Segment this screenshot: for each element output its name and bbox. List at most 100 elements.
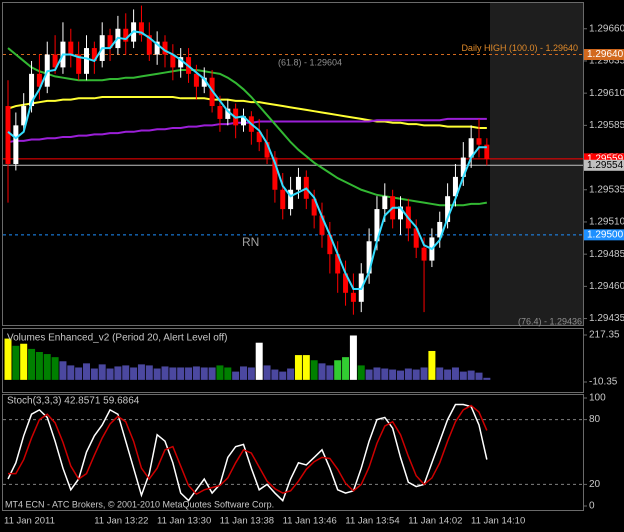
volume-bar: [444, 369, 452, 380]
volume-bar: [404, 368, 412, 380]
y-tick-label: 1.29635: [589, 56, 624, 67]
volume-bar: [185, 367, 193, 380]
candle-body: [241, 116, 246, 126]
level-label: 1.29640: [587, 49, 624, 60]
y-tick-label: 1.29535: [589, 184, 624, 195]
candle-body: [398, 206, 403, 220]
volume-bar: [412, 369, 420, 380]
volume-bar: [342, 357, 350, 380]
candle-body: [13, 125, 19, 164]
candle-body: [343, 273, 349, 293]
volume-bar: [255, 342, 263, 380]
y-tick-label: 20: [589, 479, 601, 490]
candle-body: [476, 138, 482, 145]
x-tick-label: 11 Jan 14:10: [471, 516, 525, 527]
candle-body: [52, 54, 58, 68]
level-box: [584, 229, 624, 241]
candle-body: [452, 176, 458, 197]
y-tick-label: 1.29485: [589, 249, 624, 260]
candle-body: [193, 73, 199, 87]
volume-bar: [153, 368, 161, 380]
volume-bar: [114, 366, 122, 380]
volume-bar: [35, 351, 43, 380]
candle-body: [29, 73, 35, 107]
candle-body: [327, 234, 333, 255]
y-tick-label: 1.29460: [589, 281, 624, 292]
volume-bar: [302, 355, 310, 380]
candle-body: [146, 35, 152, 55]
candle-body: [468, 138, 474, 158]
x-tick-label: 11 Jan 13:46: [283, 516, 337, 527]
candle-body: [382, 196, 388, 210]
pane-title: Volumes Enhanced_v2 (Period 20, Alert Le…: [7, 333, 228, 344]
candle-body: [123, 28, 129, 42]
x-tick-label: 11 Jan 13:22: [94, 516, 148, 527]
volume-bar: [263, 365, 271, 380]
main-frame: [2, 2, 584, 326]
candle-body: [311, 198, 317, 216]
level-label: 1.29559: [587, 153, 624, 164]
volume-bar: [4, 338, 12, 380]
candle-body: [319, 215, 325, 235]
candle-body: [107, 35, 113, 49]
volume-bar: [122, 365, 130, 380]
candle-body: [178, 57, 184, 68]
volume-bar: [145, 365, 153, 380]
candle-body: [272, 157, 278, 190]
x-tick-label: 11 Jan 13:38: [220, 516, 274, 527]
volume-bar: [83, 363, 90, 380]
candle-body: [484, 144, 490, 159]
level-label: 1.29500: [587, 229, 624, 240]
shift-area: [490, 3, 583, 325]
volume-bar: [381, 368, 389, 380]
candle-body: [84, 48, 89, 74]
candle-body: [374, 209, 380, 242]
volume-bar: [232, 371, 240, 380]
volume-bar: [365, 369, 373, 380]
y-tick-label: 217.35: [589, 330, 620, 341]
y-tick-label: 100: [589, 393, 606, 404]
panes: [3, 335, 583, 502]
volume-bar: [20, 343, 28, 380]
level-label: 1.29554: [587, 160, 624, 171]
x-tick-label: 11 Jan 2011: [4, 516, 55, 527]
candle-body: [366, 241, 372, 274]
volume-bar: [130, 367, 138, 380]
volume-bar: [451, 367, 459, 380]
candle-body: [288, 189, 294, 210]
candle-body: [76, 54, 82, 74]
volume-frame: [2, 328, 584, 393]
volume-bar: [137, 364, 145, 380]
candle-body: [335, 254, 341, 274]
candle-body: [201, 77, 207, 87]
volume-bar: [177, 367, 185, 380]
y-tick-label: 80: [589, 414, 601, 425]
x-tick-label: 11 Jan 13:30: [157, 516, 211, 527]
candle-body: [21, 106, 27, 126]
volume-bar: [397, 370, 404, 380]
volume-bar: [420, 367, 428, 380]
candle-body: [295, 176, 301, 190]
volume-bar: [161, 366, 169, 380]
volume-bar: [106, 368, 114, 380]
volume-bar: [357, 365, 365, 380]
volume-bar: [247, 367, 255, 380]
y-tick-label: 1.29435: [589, 313, 624, 324]
volume-bar: [67, 365, 75, 380]
annotation: (61.8) - 1.29604: [278, 57, 342, 67]
volume-bar: [90, 368, 98, 380]
line-series: [7, 117, 487, 144]
volume-bar: [287, 368, 295, 380]
volume-bar: [12, 345, 20, 380]
volume-bar: [436, 367, 444, 380]
candle-body: [68, 41, 74, 55]
candle-body: [36, 73, 42, 87]
volume-bar: [279, 371, 287, 380]
candle-body: [170, 54, 176, 68]
volume-bar: [216, 365, 224, 380]
x-tick-label: 11 Jan 14:02: [408, 516, 462, 527]
line-series: [8, 404, 488, 496]
footer: MT4 ECN - ATC Brokers, © 2001-2010 MetaQ…: [5, 499, 274, 509]
volume-bar: [389, 369, 397, 380]
line-series: [7, 96, 487, 129]
